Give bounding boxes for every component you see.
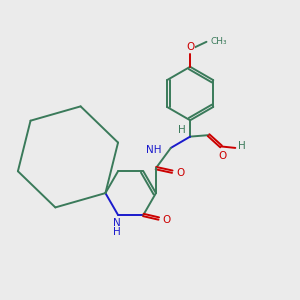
Text: O: O bbox=[218, 151, 226, 161]
Text: CH₃: CH₃ bbox=[211, 37, 227, 46]
Text: H: H bbox=[113, 227, 120, 237]
Text: H: H bbox=[238, 141, 246, 152]
Text: O: O bbox=[186, 42, 194, 52]
Text: O: O bbox=[176, 168, 185, 178]
Text: NH: NH bbox=[146, 145, 162, 155]
Text: O: O bbox=[162, 215, 170, 225]
Text: H: H bbox=[178, 125, 186, 135]
Text: N: N bbox=[113, 218, 120, 228]
